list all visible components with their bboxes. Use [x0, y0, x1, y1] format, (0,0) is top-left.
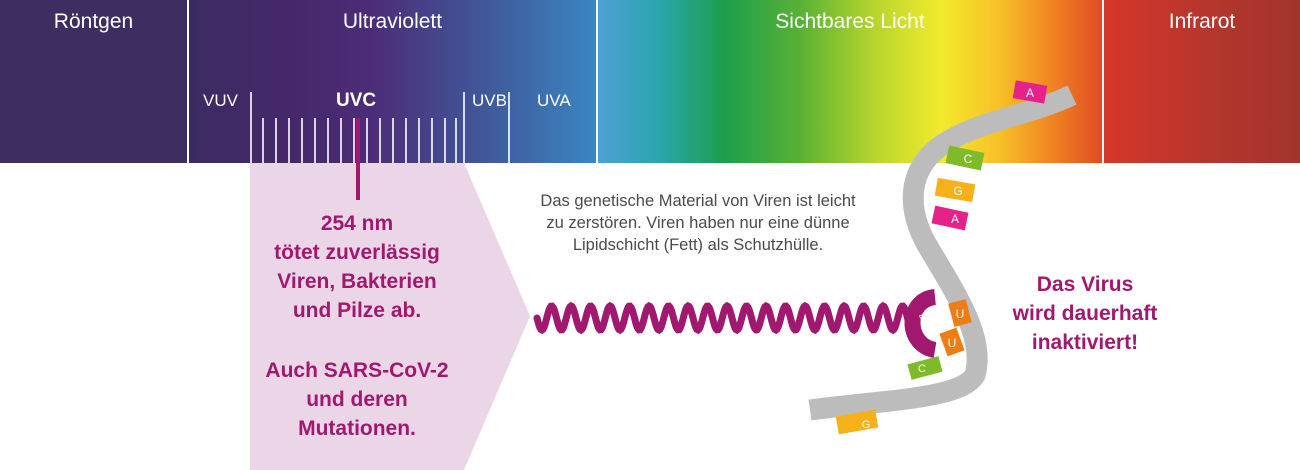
callout-line-5: Auch SARS-CoV-2 — [265, 359, 449, 382]
base-u-upper-label: U — [956, 307, 965, 321]
result-line-2: wird dauerhaft — [1012, 302, 1158, 325]
base-u-lower-label: U — [948, 336, 957, 350]
ultraviolet-label: Ultraviolett — [342, 10, 443, 33]
base-c-top-label: C — [964, 152, 973, 166]
description-line-1: Das genetische Material von Viren ist le… — [540, 192, 856, 210]
callout-line-4: und Pilze ab. — [292, 299, 422, 322]
base-g-top: G — [934, 177, 976, 203]
result-line-3: inaktiviert! — [1031, 331, 1139, 354]
callout-line-7: Mutationen. — [298, 417, 416, 440]
callout-line-3: Viren, Bakterien — [277, 270, 437, 293]
base-g-top-label: G — [953, 184, 962, 198]
infrared-label: Infrarot — [1168, 10, 1236, 33]
base-c-low-label: C — [918, 363, 926, 375]
callout-wavelength: 254 nm — [320, 212, 394, 235]
base-a-top-label: A — [1026, 86, 1034, 100]
base-c-low: C — [907, 356, 943, 380]
infrared-band: Infrarot — [1104, 0, 1300, 163]
visible-light-label: Sichtbares Licht — [775, 10, 925, 33]
xray-band: Röntgen — [0, 0, 187, 163]
vuv-label: VUV — [203, 91, 238, 110]
uv-light-wave — [533, 301, 916, 335]
uva-label: UVA — [537, 91, 571, 110]
base-g-bottom: G — [835, 409, 879, 435]
xray-label: Röntgen — [53, 10, 134, 33]
uvc-label: UVC — [336, 90, 377, 111]
result-line-1: Das Virus — [1036, 273, 1134, 296]
description-line-3: Lipidschicht (Fett) als Schutzhülle. — [572, 236, 824, 254]
result-text: Das Virus wird dauerhaft inaktiviert! — [990, 270, 1180, 357]
dimer-bond — [904, 289, 938, 358]
uvc-tick-scale — [250, 92, 510, 163]
base-g-bottom-label: G — [862, 419, 871, 431]
callout-line-6: und deren — [306, 388, 408, 411]
uvb-label: UVB — [472, 91, 507, 110]
callout-line-2: tötet zuverlässig — [274, 241, 440, 264]
callout-arrow — [250, 163, 530, 470]
rna-strand — [808, 85, 1077, 421]
base-u-lower: U — [939, 327, 965, 357]
base-c-top: C — [945, 145, 985, 171]
base-a-top: A — [1012, 80, 1048, 104]
description-line-2: zu zerstören. Viren haben nur eine dünne — [546, 214, 850, 232]
base-u-upper: U — [948, 299, 972, 327]
base-a-mid-label: A — [951, 212, 959, 226]
base-a-mid: A — [931, 205, 969, 231]
virus-description: Das genetische Material von Viren ist le… — [508, 190, 888, 256]
